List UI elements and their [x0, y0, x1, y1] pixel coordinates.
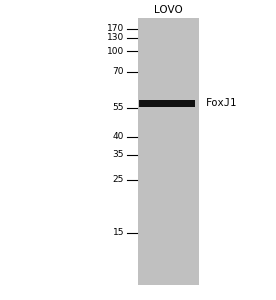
Text: 40: 40 — [113, 132, 124, 141]
Text: FoxJ1: FoxJ1 — [206, 98, 237, 109]
Text: 130: 130 — [107, 33, 124, 42]
Text: LOVO: LOVO — [154, 5, 183, 15]
Text: 55: 55 — [113, 103, 124, 112]
Text: 170: 170 — [107, 24, 124, 33]
Text: 15: 15 — [113, 228, 124, 237]
Text: 100: 100 — [107, 46, 124, 56]
Bar — [139, 100, 195, 107]
Text: 35: 35 — [113, 150, 124, 159]
Text: 25: 25 — [113, 176, 124, 184]
Text: 70: 70 — [113, 68, 124, 76]
Bar — [138, 18, 199, 285]
